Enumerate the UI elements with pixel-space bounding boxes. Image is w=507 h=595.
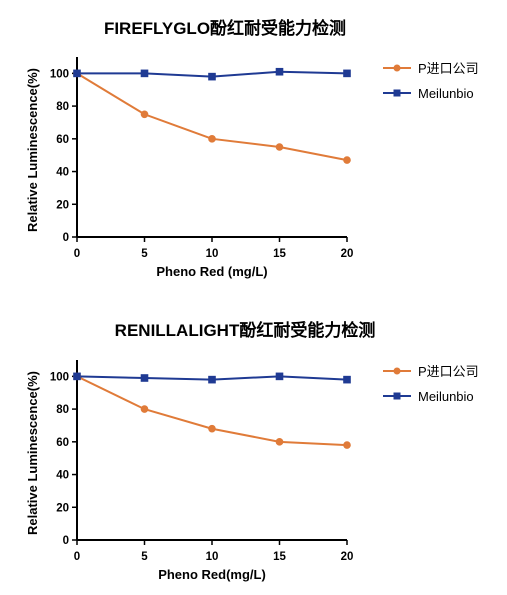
data-point-circle — [140, 110, 149, 119]
x-tick-label: 20 — [341, 248, 354, 260]
x-tick-label: 5 — [141, 248, 148, 260]
y-tick-label: 100 — [50, 371, 69, 383]
y-tick-label: 20 — [56, 502, 69, 514]
x-tick-label: 20 — [341, 551, 354, 563]
x-tick-label: 10 — [206, 551, 219, 563]
legend: P进口公司 Meilunbio — [383, 61, 479, 101]
legend: P进口公司 Meilunbio — [383, 364, 479, 404]
legend-item-meilunbio: Meilunbio — [383, 86, 474, 101]
y-tick-label: 60 — [56, 134, 69, 146]
x-tick-label: 0 — [74, 248, 80, 260]
data-point-circle — [343, 156, 351, 164]
data-point-circle — [140, 405, 149, 413]
x-ticks: 0 5 10 15 20 — [74, 237, 354, 260]
data-point-square — [275, 372, 284, 381]
data-point-square — [73, 372, 81, 381]
data-point-circle — [208, 424, 216, 433]
legend-label: P进口公司 — [418, 61, 479, 76]
legend-label: Meilunbio — [418, 389, 474, 404]
y-tick-label: 0 — [63, 232, 69, 244]
y-ticks: 0 20 40 60 80 100 — [50, 68, 77, 244]
y-tick-label: 60 — [56, 437, 69, 449]
y-axis-label: Relative Luminescence(%) — [25, 68, 40, 232]
x-tick-label: 5 — [141, 551, 148, 563]
x-tick-label: 0 — [74, 551, 80, 563]
data-point-square — [140, 374, 149, 382]
legend-label: Meilunbio — [418, 86, 474, 101]
y-tick-label: 40 — [56, 470, 69, 482]
series-line-0 — [76, 72, 348, 162]
legend-marker-square — [393, 89, 401, 97]
series-markers — [73, 67, 351, 164]
legend-marker-circle — [393, 367, 401, 375]
data-point-square — [343, 375, 351, 384]
y-tick-label: 80 — [56, 404, 69, 416]
x-axis-label: Pheno Red(mg/L) — [158, 567, 266, 582]
data-point-circle — [343, 441, 351, 449]
y-tick-label: 20 — [56, 199, 69, 211]
y-axis-label: Relative Luminescence(%) — [25, 371, 40, 535]
data-point-circle — [208, 135, 216, 143]
series-markers — [73, 372, 351, 449]
legend-item-p-company: P进口公司 — [383, 61, 479, 76]
data-point-square — [208, 72, 216, 81]
data-point-square — [140, 69, 149, 78]
y-tick-label: 40 — [56, 167, 69, 179]
chart-fireflyglo: FIREFLYGLO酚红耐受能力检测 0 20 40 60 80 100 0 5 10 15 20… — [25, 18, 479, 279]
legend-label: P进口公司 — [418, 364, 479, 379]
legend-marker-circle — [393, 64, 401, 72]
legend-item-p-company: P进口公司 — [383, 364, 479, 379]
data-point-circle — [275, 438, 284, 446]
data-point-square — [73, 69, 81, 78]
series-lines — [76, 70, 348, 162]
x-ticks: 0 5 10 15 20 — [74, 540, 354, 563]
y-tick-label: 80 — [56, 101, 69, 113]
y-tick-label: 100 — [50, 68, 69, 80]
x-tick-label: 15 — [273, 551, 286, 563]
chart-title: FIREFLYGLO酚红耐受能力检测 — [104, 18, 346, 38]
legend-marker-square — [393, 392, 401, 400]
chart-title: RENILLALIGHT酚红耐受能力检测 — [115, 320, 376, 340]
x-axis-label: Pheno Red (mg/L) — [156, 264, 267, 279]
x-tick-label: 15 — [273, 248, 286, 260]
series-line-0 — [76, 375, 348, 447]
x-tick-label: 10 — [206, 248, 219, 260]
data-point-square — [275, 67, 284, 76]
data-point-square — [343, 69, 351, 78]
data-point-square — [208, 375, 216, 384]
chart-renillalight: RENILLALIGHT酚红耐受能力检测 0 20 40 60 80 100 0 5 10 15… — [25, 320, 479, 582]
legend-item-meilunbio: Meilunbio — [383, 389, 474, 404]
data-point-circle — [275, 143, 284, 151]
series-lines — [76, 375, 348, 447]
y-ticks: 0 20 40 60 80 100 — [50, 371, 77, 547]
y-tick-label: 0 — [63, 535, 69, 547]
